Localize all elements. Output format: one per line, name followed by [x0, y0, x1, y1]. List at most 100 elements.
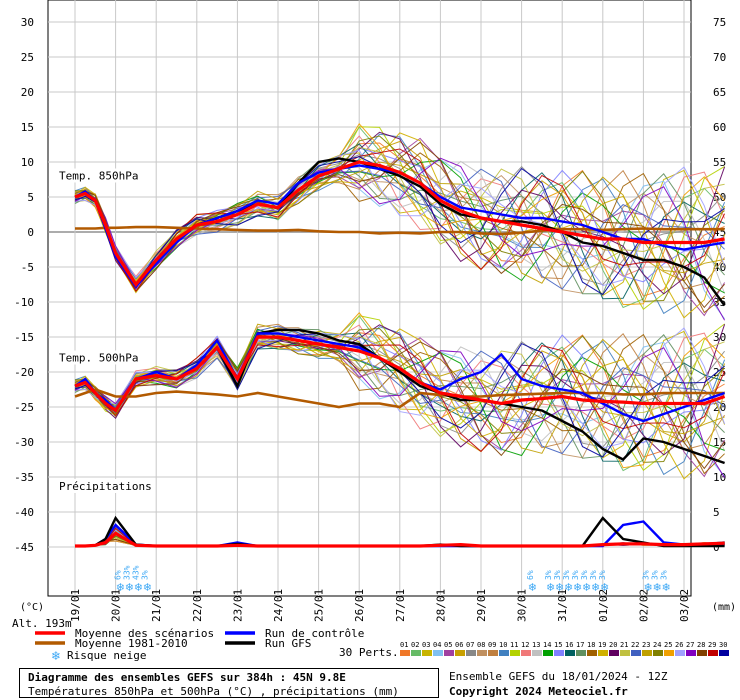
perturbation-id: 12 — [521, 641, 529, 649]
series-line — [74, 164, 725, 289]
copyright-text: Copyright 2024 Meteociel.fr — [449, 685, 628, 698]
snow-risk-label: 3% — [571, 570, 580, 580]
snow-risk-label: 3% — [580, 570, 589, 580]
ensemble-member-line — [74, 149, 726, 287]
ensemble-member-line — [74, 338, 726, 453]
perturbation-id: 18 — [587, 641, 595, 649]
snow-risk-label: 6% — [114, 570, 123, 580]
left-tick-label: -30 — [14, 436, 34, 449]
snowflake-icon: ❄ — [600, 581, 609, 594]
perturbation-id: 26 — [675, 641, 683, 649]
plot-area — [47, 0, 692, 597]
ensemble-member-line — [74, 141, 725, 309]
panel-label: Temp. 500hPa — [59, 352, 138, 365]
perturbation-key: 30 Perts.01 02 03 04 05 06 07 08 09 10 11 12 13 14 15 1… — [339, 641, 729, 659]
snowflake-icon: ❄ — [582, 581, 591, 594]
perturbation-swatch — [576, 650, 586, 656]
perturbation-id: 24 — [653, 641, 661, 649]
snowflake-icon: ❄ — [643, 581, 652, 594]
chart-series — [74, 157, 726, 548]
series-line — [74, 335, 726, 413]
chart-title: Diagramme des ensembles GEFS sur 384h : … — [28, 671, 346, 684]
perturbation-id: 17 — [576, 641, 584, 649]
series-line — [75, 531, 725, 548]
perturbation-swatch — [675, 650, 685, 656]
perturbation-id: 06 — [455, 641, 463, 649]
perturbation-swatch — [664, 650, 674, 656]
perturbation-id: 13 — [532, 641, 540, 649]
right-tick-label: 65 — [713, 86, 726, 99]
perturbation-id: 25 — [664, 641, 672, 649]
x-tick-label: 24/01 — [272, 589, 285, 622]
perturbation-swatch — [510, 650, 520, 656]
snow-risk-label: 3% — [141, 570, 150, 580]
left-tick-label: 25 — [21, 51, 34, 64]
perturbation-id: 29 — [708, 641, 716, 649]
left-tick-label: -20 — [14, 366, 34, 379]
legend-label: Moyenne 1981-2010 — [75, 637, 188, 650]
snowflake-icon: ❄ — [573, 581, 582, 594]
perturbation-swatch — [488, 650, 498, 656]
perturbation-id: 03 — [422, 641, 430, 649]
perturbation-swatch — [477, 650, 487, 656]
perturbation-swatch — [400, 650, 410, 656]
left-tick-label: -10 — [14, 296, 34, 309]
perturbation-swatch — [565, 650, 575, 656]
snowflake-icon: ❄ — [652, 581, 661, 594]
perturbation-id: 11 — [510, 641, 518, 649]
chart-legend: Moyenne des scénarios Run de contrôle Moye… — [35, 627, 364, 663]
snow-risk-label: 3% — [641, 570, 650, 580]
series-line — [74, 160, 725, 288]
panel-labels: Temp. 850hPa Temp. 500hPa Précipitations — [56, 168, 152, 493]
snow-risk-label: 3% — [562, 570, 571, 580]
snowflake-icon: ❄ — [51, 649, 61, 663]
right-tick-label: 0 — [713, 541, 720, 554]
perturbation-swatch — [587, 650, 597, 656]
perturbation-swatch — [455, 650, 465, 656]
x-tick-label: 23/01 — [231, 589, 244, 622]
x-tick-label: 21/01 — [150, 589, 163, 622]
perturbation-swatch — [521, 650, 531, 656]
footer-box: Diagramme des ensembles GEFS sur 384h : … — [19, 668, 439, 698]
left-axis-ticks: 30 25 20 15 10 5 0 -5 -10 -15 -20 -25 -30 -35 -40 -45 — [14, 16, 34, 554]
snowflake-icon: ❄ — [134, 581, 143, 594]
altitude-label: Alt. 193m — [12, 617, 72, 630]
perturbation-swatch — [433, 650, 443, 656]
perturbation-swatch — [598, 650, 608, 656]
snow-risk-label: 6% — [526, 570, 535, 580]
ensemble-member-line — [74, 334, 725, 438]
right-tick-label: 30 — [713, 331, 726, 344]
x-tick-label: 01/02 — [597, 589, 610, 622]
x-tick-label: 29/01 — [475, 589, 488, 622]
x-tick-label: 22/01 — [191, 589, 204, 622]
snow-risk-label: 3% — [544, 570, 553, 580]
left-tick-label: 5 — [27, 191, 34, 204]
panel-label-bg — [56, 479, 146, 493]
left-tick-label: -5 — [21, 261, 34, 274]
left-tick-label: 15 — [21, 121, 34, 134]
panel-label: Précipitations — [59, 480, 152, 493]
snowflake-icon: ❄ — [555, 581, 564, 594]
snowflake-icon: ❄ — [564, 581, 573, 594]
x-tick-label: 19/01 — [69, 589, 82, 622]
legend-label: Moyenne des scénarios — [75, 627, 214, 640]
right-axis-unit: (mm) — [712, 602, 736, 613]
perturbation-id: 14 — [543, 641, 551, 649]
perturbation-swatch — [444, 650, 454, 656]
perturbation-id: 19 — [598, 641, 606, 649]
snow-risk-markers: 6%❄33%❄43%❄3%❄6%❄3%❄3%❄3%❄3%❄3%❄3%❄3%❄3%… — [114, 565, 671, 594]
snowflake-icon: ❄ — [116, 581, 125, 594]
perturbation-id: 01 — [400, 641, 408, 649]
perturbation-id: 22 — [631, 641, 639, 649]
chart-subtitle: Températures 850hPa et 500hPa (°C) , pré… — [28, 685, 399, 698]
perturbation-id: 08 — [477, 641, 485, 649]
perturbation-id: 27 — [686, 641, 694, 649]
perturbations-label: 30 Perts. — [339, 646, 399, 659]
perturbation-id: 05 — [444, 641, 452, 649]
ensemble-member-line — [74, 328, 726, 480]
snowflake-icon: ❄ — [546, 581, 555, 594]
legend-label: Run de contrôle — [265, 627, 364, 640]
ensemble-member-line — [74, 132, 726, 319]
ensemble-member-line — [74, 334, 725, 470]
snow-risk-label: 3% — [553, 570, 562, 580]
